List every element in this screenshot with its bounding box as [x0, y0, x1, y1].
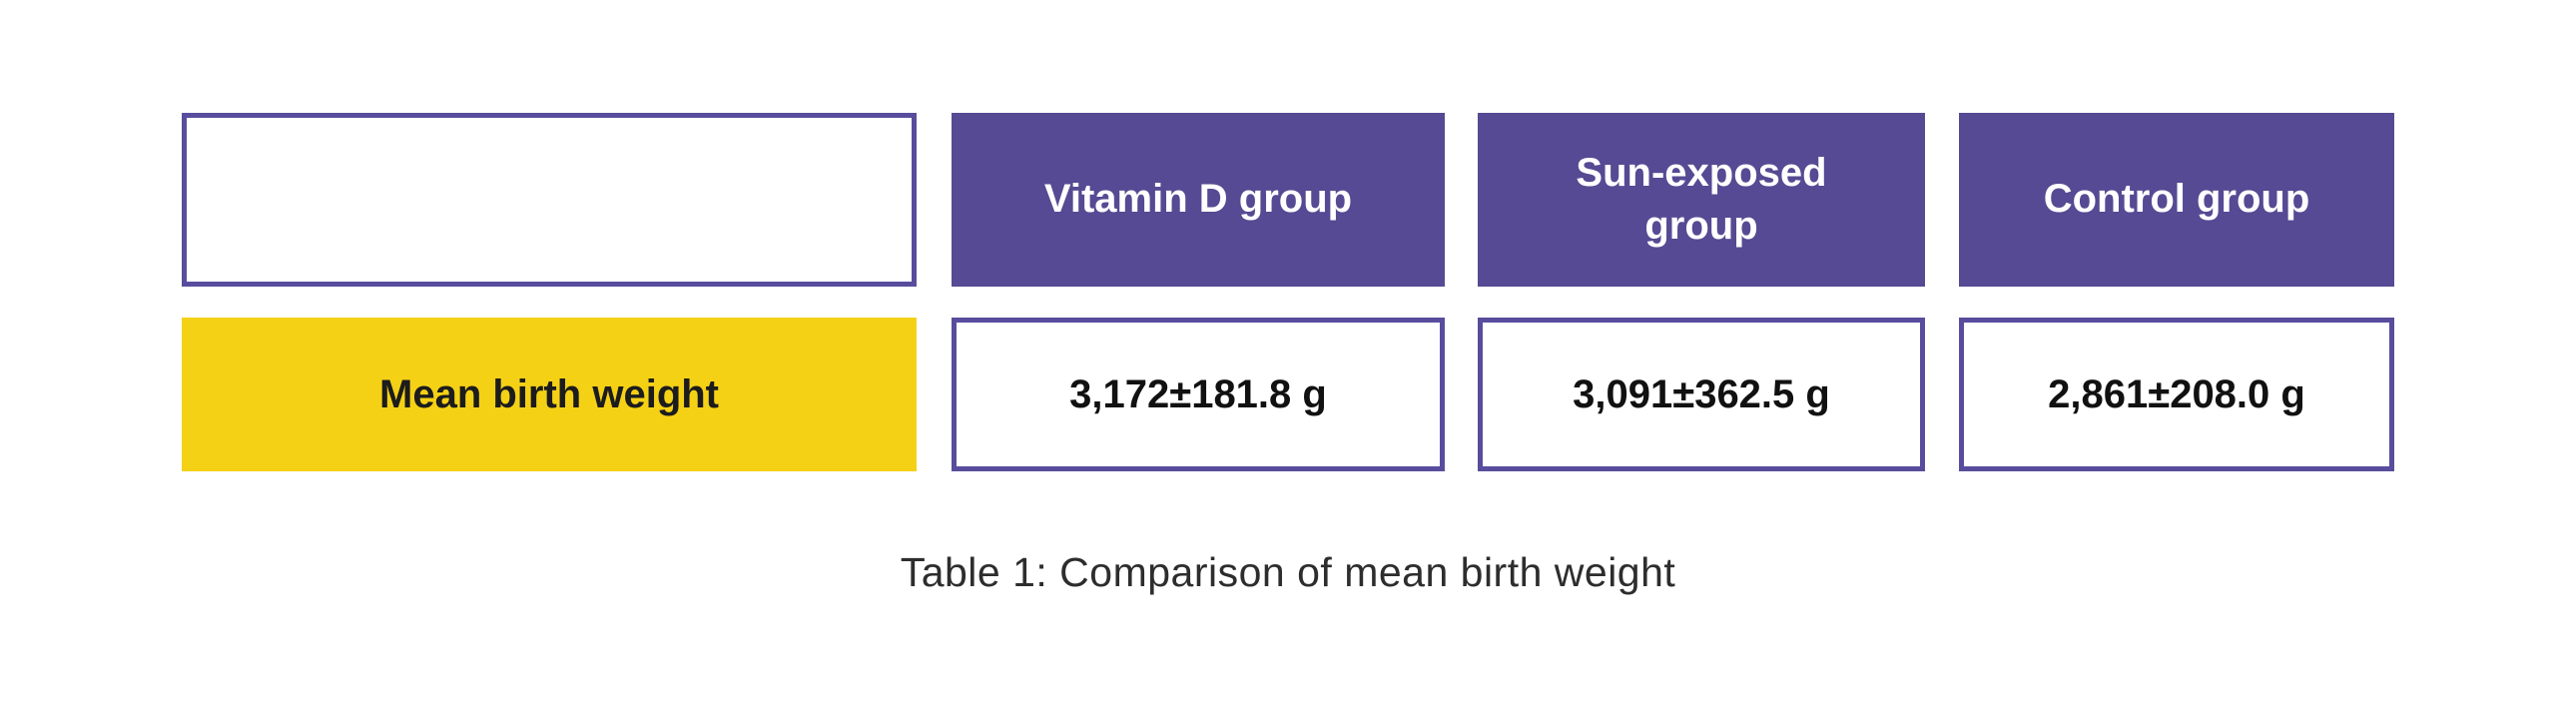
column-header-sun-exposed-group: Sun-exposed group — [1478, 113, 1925, 287]
column-header-label: Vitamin D group — [1043, 177, 1353, 222]
table-caption: Table 1: Comparison of mean birth weight — [900, 549, 1676, 595]
column-header-control-group: Control group — [1959, 113, 2394, 287]
column-header-label: Control group — [2043, 177, 2310, 222]
value-text: 2,861±208.0 g — [2048, 371, 2305, 416]
column-header-label: Sun-exposed group — [1576, 150, 1827, 248]
row-label-text: Mean birth weight — [379, 371, 719, 416]
value-text: 3,091±362.5 g — [1573, 371, 1830, 416]
value-cell-vitamin-d-group: 3,172±181.8 g — [952, 318, 1445, 471]
corner-cell — [182, 113, 917, 287]
value-cell-control-group: 2,861±208.0 g — [1959, 318, 2394, 471]
column-header-vitamin-d-group: Vitamin D group — [952, 113, 1445, 287]
value-text: 3,172±181.8 g — [1069, 371, 1327, 416]
value-cell-sun-exposed-group: 3,091±362.5 g — [1478, 318, 1925, 471]
row-label-mean-birth-weight: Mean birth weight — [182, 318, 917, 471]
